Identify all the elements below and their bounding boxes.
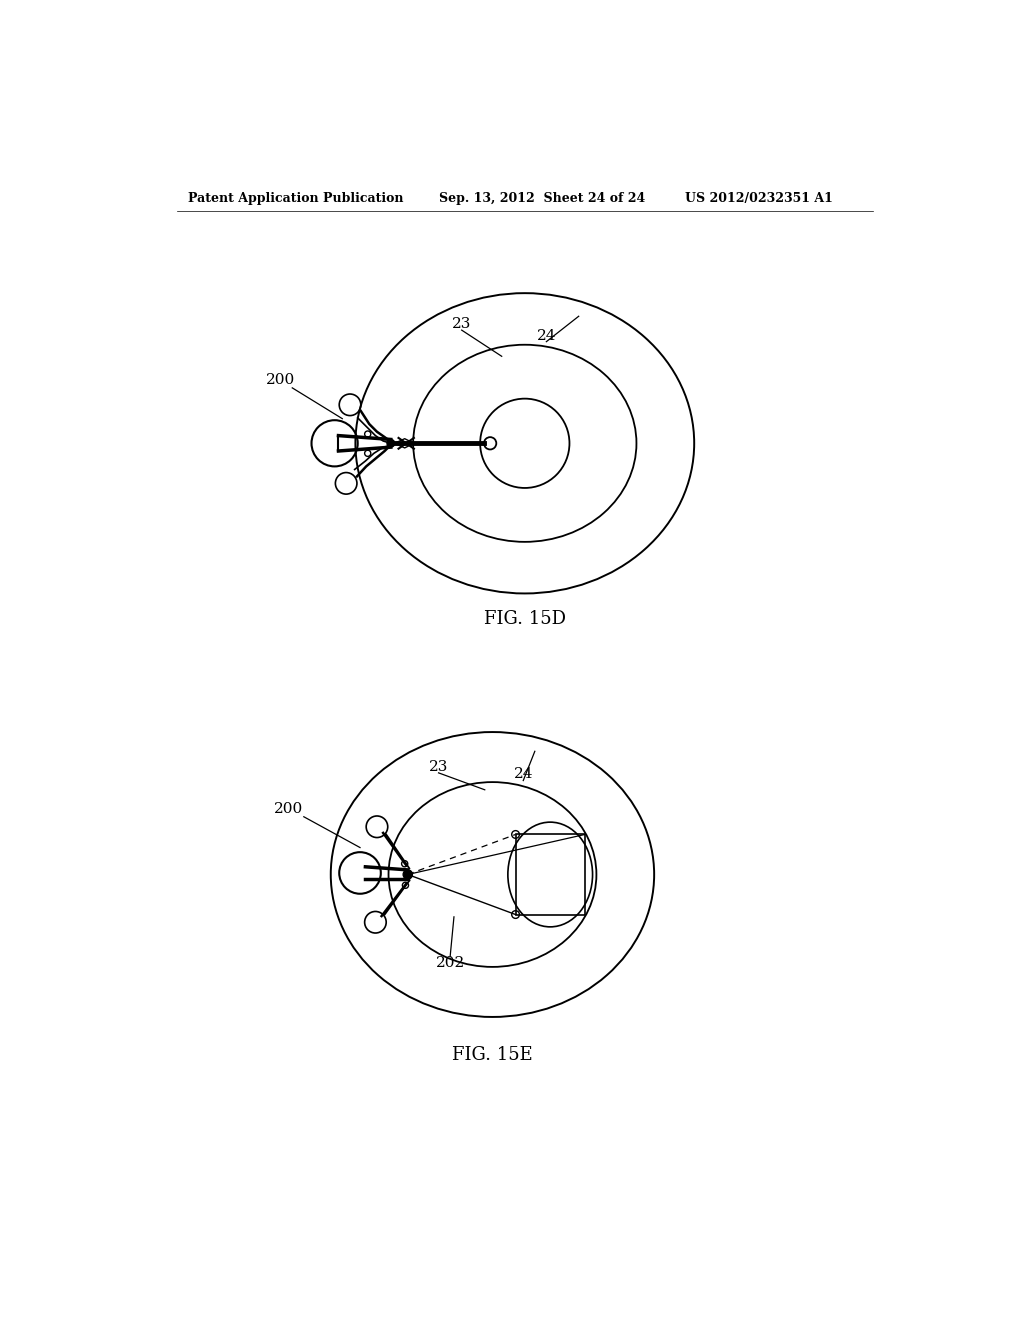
Text: Sep. 13, 2012  Sheet 24 of 24: Sep. 13, 2012 Sheet 24 of 24	[438, 191, 645, 205]
Text: 202: 202	[435, 956, 465, 970]
Text: 24: 24	[537, 329, 556, 342]
Bar	[515, 834, 585, 915]
Text: FIG. 15E: FIG. 15E	[452, 1047, 532, 1064]
Text: 23: 23	[452, 317, 471, 331]
Text: FIG. 15D: FIG. 15D	[483, 610, 566, 628]
Text: Patent Application Publication: Patent Application Publication	[188, 191, 403, 205]
Text: 24: 24	[513, 767, 534, 781]
Circle shape	[403, 870, 413, 879]
Text: US 2012/0232351 A1: US 2012/0232351 A1	[685, 191, 833, 205]
Text: 200: 200	[266, 374, 295, 387]
Circle shape	[387, 440, 394, 447]
Text: 23: 23	[429, 760, 449, 774]
Text: 200: 200	[273, 803, 303, 816]
